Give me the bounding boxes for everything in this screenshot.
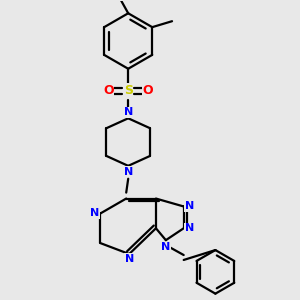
- Text: O: O: [103, 84, 114, 97]
- Text: O: O: [143, 84, 153, 97]
- Text: N: N: [90, 208, 99, 218]
- Text: N: N: [124, 107, 133, 117]
- Text: N: N: [185, 202, 194, 212]
- Text: N: N: [124, 167, 133, 177]
- Text: S: S: [124, 84, 133, 97]
- Text: N: N: [185, 223, 194, 233]
- Text: N: N: [124, 254, 134, 264]
- Text: N: N: [161, 242, 170, 252]
